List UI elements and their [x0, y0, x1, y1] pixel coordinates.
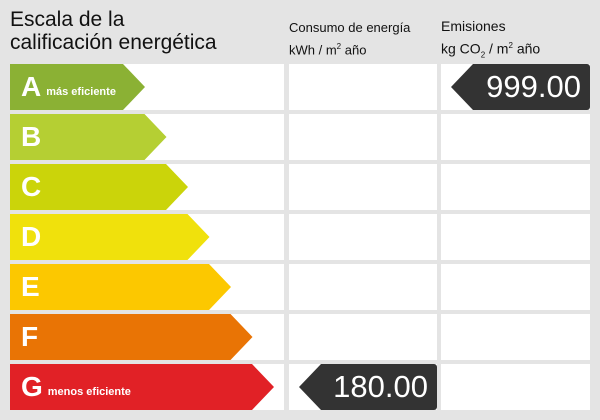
rating-arrow-e: E	[10, 264, 231, 310]
rating-arrow-a: A más eficiente	[10, 64, 145, 110]
consumo-cell	[289, 214, 437, 260]
consumo-cell	[289, 114, 437, 160]
emisiones-cell	[441, 264, 590, 310]
rating-arrow-d: D	[10, 214, 210, 260]
rating-letter: F	[21, 321, 39, 352]
emisiones-cell	[441, 114, 590, 160]
emisiones-cell	[441, 364, 590, 410]
emisiones-cell	[441, 164, 590, 210]
rating-letter: E	[21, 271, 40, 302]
rating-label: menos eficiente	[47, 386, 131, 398]
consumo-title: Consumo de energía	[289, 20, 411, 35]
rating-arrow-c: C	[10, 164, 188, 210]
consumo-value-badge: 180.00	[299, 364, 437, 410]
rating-arrow-g: G menos eficiente	[10, 364, 274, 410]
title-line-2: calificación energética	[10, 31, 217, 54]
consumo-header: Consumo de energía kWh / m2 año	[289, 18, 410, 59]
emisiones-value-badge: 999.00	[451, 64, 590, 110]
rating-letter: C	[21, 171, 42, 202]
consumo-cell	[289, 314, 437, 360]
consumo-unit: kWh / m2 año	[289, 42, 367, 58]
rating-arrow-b: B	[10, 114, 167, 160]
rating-letter: G	[21, 371, 43, 402]
rating-letter: A	[21, 71, 42, 102]
rating-arrow-f: F	[10, 314, 253, 360]
rating-letter: B	[21, 121, 42, 152]
emisiones-cell	[441, 214, 590, 260]
consumo-cell	[289, 264, 437, 310]
title-line-1: Escala de la	[10, 8, 125, 31]
emisiones-unit: kg CO2 / m2 año	[441, 40, 541, 60]
rating-letter: D	[21, 221, 42, 252]
emisiones-cell	[441, 314, 590, 360]
emisiones-title: Emisiones	[441, 18, 506, 34]
page-title: Escala de la calificación energética	[10, 8, 217, 54]
emisiones-header: Emisiones kg CO2 / m2 año	[441, 16, 540, 65]
rating-label: más eficiente	[46, 86, 116, 98]
consumo-cell	[289, 164, 437, 210]
consumo-cell	[289, 64, 437, 110]
